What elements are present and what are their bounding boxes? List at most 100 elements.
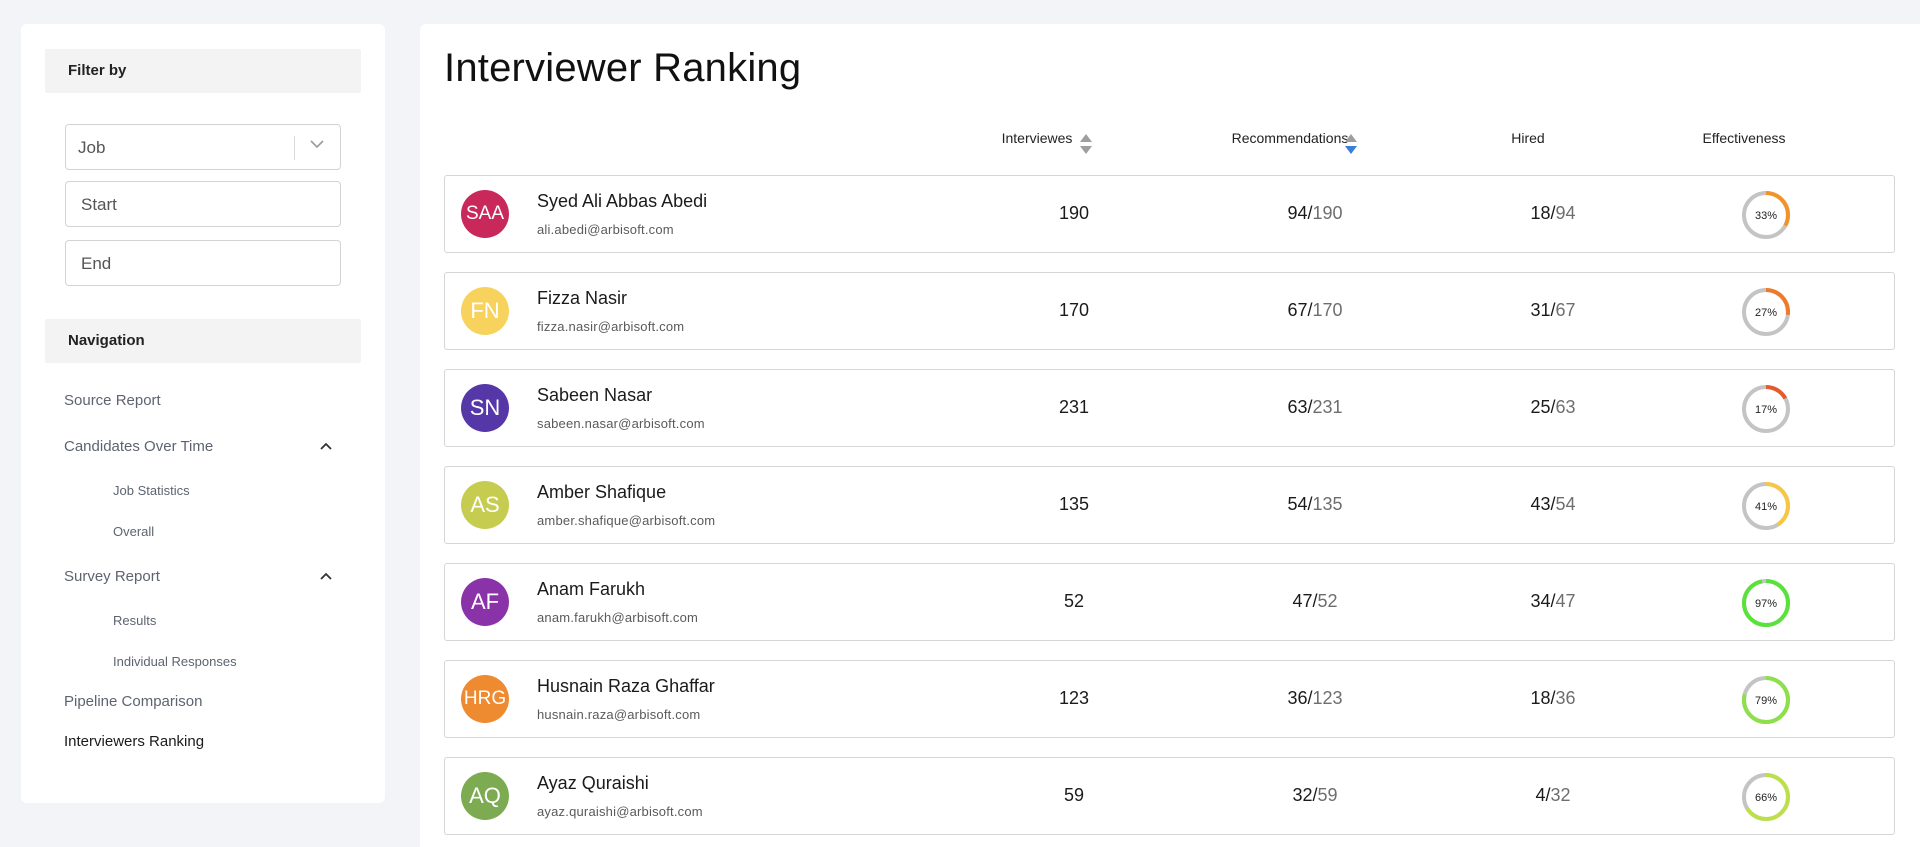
recommendations-cell: 54/135: [1287, 494, 1343, 514]
col-recommendations[interactable]: Recommendations: [1231, 130, 1349, 146]
navigation-section-title: Navigation: [45, 319, 361, 363]
chevron-up-icon[interactable]: [318, 438, 334, 454]
hired-total: 47: [1555, 591, 1576, 611]
end-date-field[interactable]: End: [65, 240, 341, 286]
avatar: AQ: [461, 772, 509, 820]
interviewer-name: Fizza Nasir: [537, 288, 628, 308]
interviews-count: 190: [1058, 203, 1090, 223]
job-select-value: Job: [78, 138, 106, 157]
page-title: Interviewer Ranking: [444, 46, 802, 90]
hired-count: 31: [1530, 300, 1551, 320]
interviewer-name: Ayaz Quraishi: [537, 773, 649, 793]
hired-total: 36: [1555, 688, 1576, 708]
effectiveness-ring: 97%: [1742, 579, 1790, 627]
recommendations-cell: 63/231: [1287, 397, 1343, 417]
avatar: AF: [461, 578, 509, 626]
hired-cell: 18/36: [1530, 688, 1576, 708]
table-row[interactable]: AF Anam Farukh anam.farukh@arbisoft.com …: [444, 563, 1895, 641]
interviewer-name: Amber Shafique: [537, 482, 667, 502]
recommendations-cell: 36/123: [1287, 688, 1343, 708]
avatar: SAA: [461, 190, 509, 238]
interviewer-email: ali.abedi@arbisoft.com: [537, 222, 674, 237]
sort-icon[interactable]: [1079, 133, 1093, 155]
avatar: SN: [461, 384, 509, 432]
interviewer-email: ayaz.quraishi@arbisoft.com: [537, 804, 703, 819]
interviewer-email: fizza.nasir@arbisoft.com: [537, 319, 685, 334]
interviewer-email: anam.farukh@arbisoft.com: [537, 610, 699, 625]
interviewer-name: Syed Ali Abbas Abedi: [537, 191, 708, 211]
avatar: HRG: [461, 675, 509, 723]
recommendations-total: 135: [1312, 494, 1343, 514]
recommendations-count: 36: [1287, 688, 1308, 708]
hired-count: 43: [1530, 494, 1551, 514]
nav-candidates-over-time[interactable]: Candidates Over Time: [64, 438, 214, 455]
interviews-count: 135: [1058, 494, 1090, 514]
interviews-count: 170: [1058, 300, 1090, 320]
nav-results[interactable]: Results: [113, 613, 157, 628]
hired-count: 25: [1530, 397, 1551, 417]
nav-source-report[interactable]: Source Report: [64, 392, 161, 409]
col-interviews[interactable]: Interviewes: [1001, 130, 1073, 146]
hired-cell: 34/47: [1530, 591, 1576, 611]
effectiveness-ring: 17%: [1742, 385, 1790, 433]
recommendations-count: 54: [1287, 494, 1308, 514]
start-date-field[interactable]: Start: [65, 181, 341, 227]
sidebar: Filter by Job Start End Navigation Sourc…: [21, 24, 385, 803]
interviewer-email: sabeen.nasar@arbisoft.com: [537, 416, 705, 431]
hired-count: 4: [1535, 785, 1546, 805]
table-row[interactable]: HRG Husnain Raza Ghaffar husnain.raza@ar…: [444, 660, 1895, 738]
hired-total: 32: [1550, 785, 1571, 805]
table-row[interactable]: SN Sabeen Nasar sabeen.nasar@arbisoft.co…: [444, 369, 1895, 447]
recommendations-count: 94: [1287, 203, 1308, 223]
avatar: AS: [461, 481, 509, 529]
sort-desc-icon[interactable]: [1344, 133, 1358, 155]
nav-pipeline-comparison[interactable]: Pipeline Comparison: [64, 693, 203, 710]
interviews-count: 59: [1063, 785, 1085, 805]
effectiveness-label: 41%: [1755, 501, 1777, 513]
effectiveness-label: 27%: [1755, 307, 1777, 319]
nav-job-statistics[interactable]: Job Statistics: [113, 483, 190, 498]
filter-section-title: Filter by: [45, 49, 361, 93]
recommendations-cell: 94/190: [1287, 203, 1343, 223]
table-row[interactable]: AS Amber Shafique amber.shafique@arbisof…: [444, 466, 1895, 544]
chevron-down-icon[interactable]: [308, 135, 326, 153]
effectiveness-label: 79%: [1755, 695, 1777, 707]
recommendations-total: 231: [1312, 397, 1343, 417]
hired-total: 63: [1555, 397, 1576, 417]
hired-count: 18: [1530, 688, 1551, 708]
table-row[interactable]: SAA Syed Ali Abbas Abedi ali.abedi@arbis…: [444, 175, 1895, 253]
chevron-up-icon[interactable]: [318, 568, 334, 584]
hired-cell: 4/32: [1535, 785, 1571, 805]
table-row[interactable]: AQ Ayaz Quraishi ayaz.quraishi@arbisoft.…: [444, 757, 1895, 835]
avatar: FN: [461, 287, 509, 335]
recommendations-count: 67: [1287, 300, 1308, 320]
recommendations-count: 32: [1292, 785, 1313, 805]
interviews-count: 52: [1063, 591, 1085, 611]
hired-count: 34: [1530, 591, 1551, 611]
interviews-count: 231: [1058, 397, 1090, 417]
interviewer-name: Sabeen Nasar: [537, 385, 653, 405]
nav-overall[interactable]: Overall: [113, 524, 155, 539]
nav-interviewers-ranking[interactable]: Interviewers Ranking: [64, 733, 205, 750]
hired-cell: 18/94: [1530, 203, 1576, 223]
table-row[interactable]: FN Fizza Nasir fizza.nasir@arbisoft.com …: [444, 272, 1895, 350]
effectiveness-label: 66%: [1755, 792, 1777, 804]
select-divider: [294, 136, 295, 160]
recommendations-total: 190: [1312, 203, 1343, 223]
nav-individual-responses[interactable]: Individual Responses: [113, 654, 237, 669]
hired-total: 67: [1555, 300, 1576, 320]
job-select[interactable]: Job: [65, 124, 341, 170]
recommendations-total: 170: [1312, 300, 1343, 320]
interviewer-name: Husnain Raza Ghaffar: [537, 676, 715, 696]
hired-count: 18: [1530, 203, 1551, 223]
nav-survey-report[interactable]: Survey Report: [64, 568, 160, 585]
recommendations-count: 47: [1292, 591, 1313, 611]
interviewer-email: husnain.raza@arbisoft.com: [537, 707, 701, 722]
col-hired: Hired: [1511, 130, 1545, 146]
hired-total: 94: [1555, 203, 1576, 223]
interviewer-email: amber.shafique@arbisoft.com: [537, 513, 716, 528]
recommendations-total: 52: [1317, 591, 1338, 611]
effectiveness-label: 97%: [1755, 598, 1777, 610]
effectiveness-ring: 33%: [1742, 191, 1790, 239]
recommendations-count: 63: [1287, 397, 1308, 417]
